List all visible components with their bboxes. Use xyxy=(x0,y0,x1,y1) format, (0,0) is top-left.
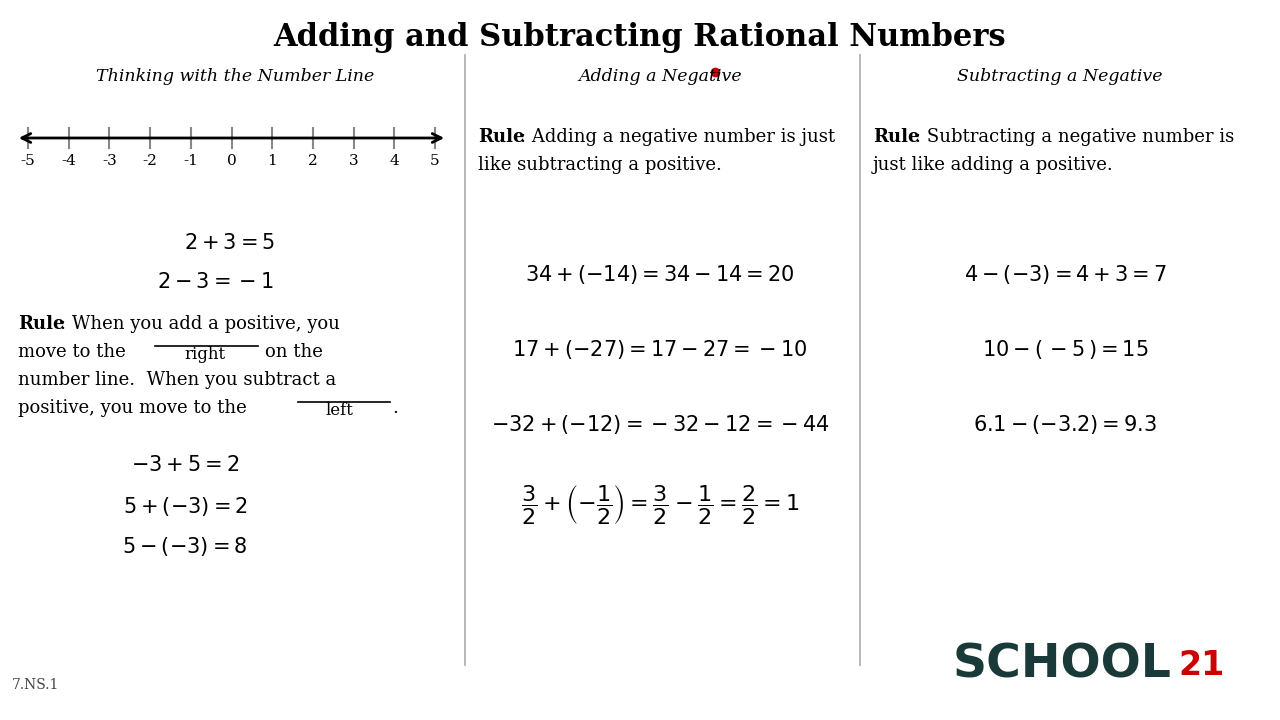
Text: $\dfrac{3}{2} + \left(-\dfrac{1}{2}\right) = \dfrac{3}{2} - \dfrac{1}{2} = \dfra: $\dfrac{3}{2} + \left(-\dfrac{1}{2}\righ… xyxy=(521,483,799,526)
Text: move to the: move to the xyxy=(18,343,125,361)
Text: on the: on the xyxy=(265,343,323,361)
Text: 3: 3 xyxy=(348,154,358,168)
Text: 4: 4 xyxy=(389,154,399,168)
Text: : When you add a positive, you: : When you add a positive, you xyxy=(60,315,340,333)
Text: -3: -3 xyxy=(102,154,116,168)
Text: -4: -4 xyxy=(61,154,76,168)
Text: : Subtracting a negative number is: : Subtracting a negative number is xyxy=(915,128,1234,146)
Text: 5: 5 xyxy=(430,154,440,168)
Text: $5 - (-3) = 8$: $5 - (-3) = 8$ xyxy=(123,535,247,558)
Text: Thinking with the Number Line: Thinking with the Number Line xyxy=(96,68,374,85)
Text: -2: -2 xyxy=(142,154,157,168)
Text: like subtracting a positive.: like subtracting a positive. xyxy=(477,156,722,174)
Text: $5 + (-3) = 2$: $5 + (-3) = 2$ xyxy=(123,495,247,518)
Text: number line.  When you subtract a: number line. When you subtract a xyxy=(18,371,337,389)
Text: 21: 21 xyxy=(1178,649,1224,682)
Text: Subtracting a Negative: Subtracting a Negative xyxy=(957,68,1162,85)
Text: : Adding a negative number is just: : Adding a negative number is just xyxy=(520,128,835,146)
Text: $2 - 3 = -1$: $2 - 3 = -1$ xyxy=(156,272,274,292)
Text: positive, you move to the: positive, you move to the xyxy=(18,399,247,417)
Text: Adding a Negative: Adding a Negative xyxy=(579,68,742,85)
Text: $34 + (-14) = 34 - 14 = 20$: $34 + (-14) = 34 - 14 = 20$ xyxy=(525,263,795,286)
Text: -1: -1 xyxy=(183,154,198,168)
Text: -5: -5 xyxy=(20,154,36,168)
Text: $2 + 3 = 5$: $2 + 3 = 5$ xyxy=(184,233,275,253)
Text: just like adding a positive.: just like adding a positive. xyxy=(873,156,1114,174)
Text: 2: 2 xyxy=(308,154,317,168)
Text: left: left xyxy=(326,402,355,419)
Text: $-3 + 5 = 2$: $-3 + 5 = 2$ xyxy=(131,455,239,475)
Text: right: right xyxy=(184,346,225,363)
Text: Rule: Rule xyxy=(18,315,64,333)
Text: SCHOOL: SCHOOL xyxy=(954,643,1172,688)
Text: 1: 1 xyxy=(268,154,276,168)
Text: $4 - (-3) = 4 + 3 = 7$: $4 - (-3) = 4 + 3 = 7$ xyxy=(964,263,1166,286)
Text: .: . xyxy=(392,399,398,417)
Text: $10 - (\,-5\,) = 15$: $10 - (\,-5\,) = 15$ xyxy=(982,338,1148,361)
Text: $17 + (-27) = 17 - 27 = -10$: $17 + (-27) = 17 - 27 = -10$ xyxy=(512,338,808,361)
Text: Rule: Rule xyxy=(477,128,525,146)
Text: Rule: Rule xyxy=(873,128,919,146)
Text: Adding and Subtracting Rational Numbers: Adding and Subtracting Rational Numbers xyxy=(274,22,1006,53)
Text: 7.NS.1: 7.NS.1 xyxy=(12,678,59,692)
Text: $6.1 - (-3.2) = 9.3$: $6.1 - (-3.2) = 9.3$ xyxy=(973,413,1157,436)
Text: 0: 0 xyxy=(227,154,237,168)
Text: $-32 + (-12) = -32 - 12 = -44$: $-32 + (-12) = -32 - 12 = -44$ xyxy=(490,413,829,436)
